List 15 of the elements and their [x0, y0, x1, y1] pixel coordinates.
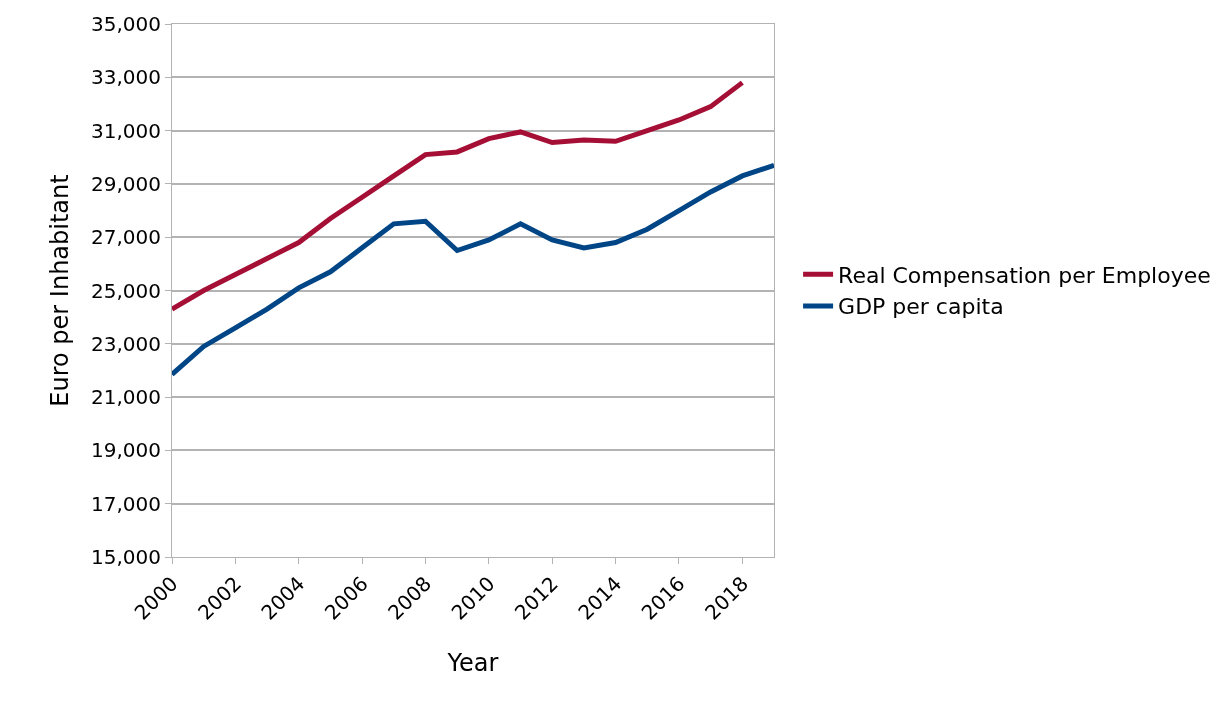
y-tick-label: 15,000 — [91, 545, 161, 569]
y-tick-label: 33,000 — [91, 65, 161, 90]
y-tick-label: 31,000 — [91, 118, 161, 143]
y-tick-label: 35,000 — [91, 12, 161, 36]
legend-label: Real Compensation per Employee — [838, 262, 1211, 288]
y-tick-label: 19,000 — [91, 438, 161, 463]
y-tick-label: 23,000 — [91, 331, 161, 356]
y-tick-label: 21,000 — [91, 385, 161, 410]
x-axis-title: Year — [446, 648, 499, 677]
y-tick-label: 27,000 — [91, 225, 161, 250]
y-axis-title: Euro per Inhabitant — [46, 174, 75, 407]
y-tick-label: 25,000 — [91, 278, 161, 303]
y-tick-label: 29,000 — [91, 171, 161, 196]
legend-label: GDP per capita — [838, 294, 1004, 320]
y-tick-label: 17,000 — [91, 491, 161, 516]
